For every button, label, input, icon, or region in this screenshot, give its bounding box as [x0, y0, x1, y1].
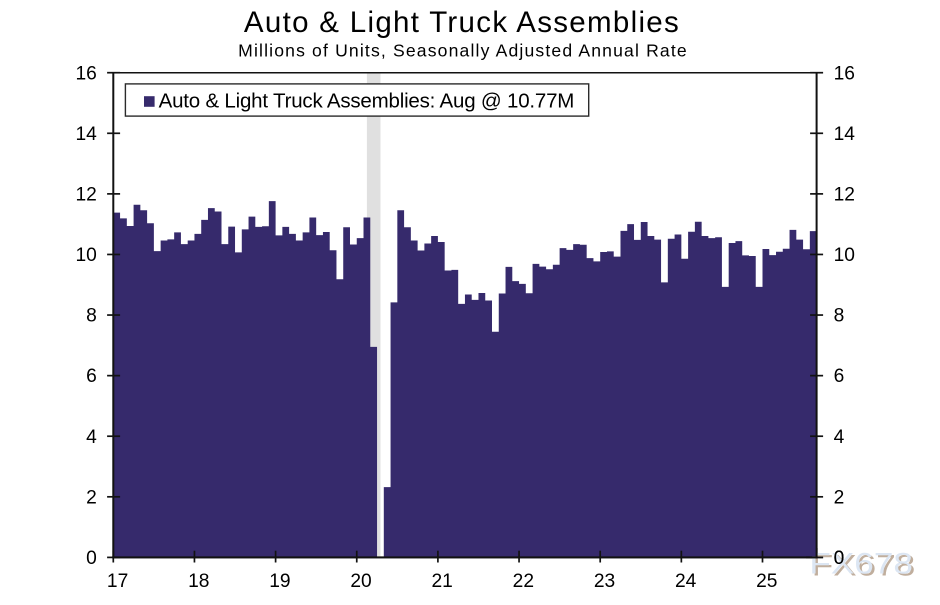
- svg-text:Millions of Units, Seasonally: Millions of Units, Seasonally Adjusted A…: [238, 40, 688, 60]
- svg-text:6: 6: [834, 366, 845, 387]
- svg-text:14: 14: [75, 124, 97, 145]
- svg-text:25: 25: [756, 571, 777, 592]
- svg-text:0: 0: [86, 548, 97, 569]
- svg-text:22: 22: [513, 571, 534, 592]
- svg-text:16: 16: [834, 63, 855, 84]
- svg-text:0: 0: [834, 548, 845, 569]
- svg-text:2: 2: [86, 487, 97, 508]
- svg-text:FX678: FX678: [812, 550, 916, 583]
- svg-text:24: 24: [675, 571, 697, 592]
- svg-text:Auto & Light Truck Assemblies: Auto & Light Truck Assemblies: [244, 6, 680, 39]
- svg-text:4: 4: [86, 427, 97, 448]
- svg-text:16: 16: [75, 63, 96, 84]
- svg-text:19: 19: [269, 571, 290, 592]
- svg-text:4: 4: [834, 427, 845, 448]
- svg-text:10: 10: [75, 245, 96, 266]
- svg-text:20: 20: [350, 571, 371, 592]
- svg-text:6: 6: [86, 366, 97, 387]
- svg-text:FX678: FX678: [809, 547, 913, 580]
- svg-text:12: 12: [834, 184, 855, 205]
- svg-text:23: 23: [594, 571, 615, 592]
- svg-text:17: 17: [107, 571, 128, 592]
- svg-text:14: 14: [834, 124, 856, 145]
- svg-text:21: 21: [432, 571, 453, 592]
- svg-text:12: 12: [75, 184, 96, 205]
- svg-text:8: 8: [834, 306, 845, 327]
- svg-text:8: 8: [86, 306, 97, 327]
- svg-text:2: 2: [834, 487, 845, 508]
- svg-text:10: 10: [834, 245, 855, 266]
- svg-text:0: 0: [834, 548, 845, 569]
- svg-text:18: 18: [188, 571, 209, 592]
- svg-text:Auto & Light Truck Assemblies:: Auto & Light Truck Assemblies: Aug @ 10.…: [159, 90, 575, 113]
